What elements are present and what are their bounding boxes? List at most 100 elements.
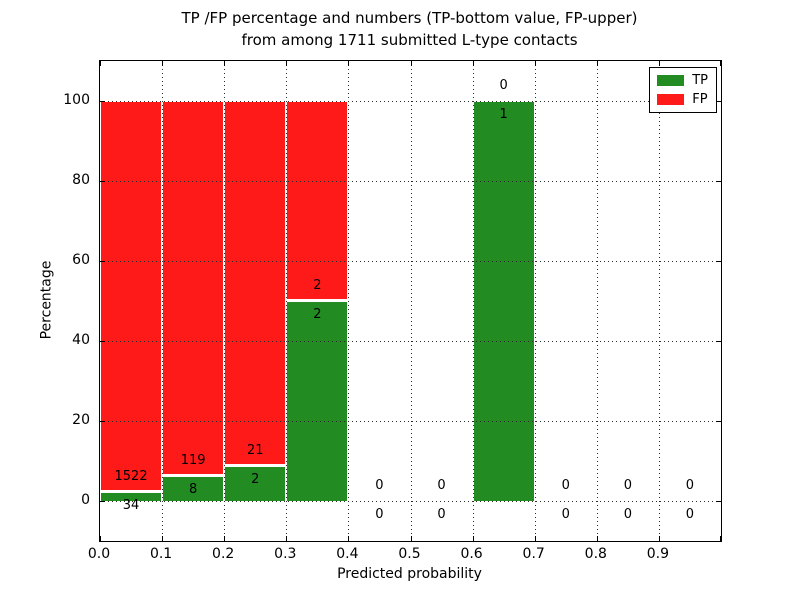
- grid-line-vertical: [348, 61, 350, 541]
- grid-line-horizontal: [100, 101, 721, 102]
- bar-segment-fp: [100, 101, 163, 493]
- x-tick-mark-top: [162, 61, 164, 66]
- bar-segment-tp: [286, 301, 349, 501]
- x-tick-label: 0.5: [398, 546, 421, 562]
- y-tick-mark-right: [716, 101, 721, 102]
- x-tick-mark: [162, 536, 164, 541]
- grid-line-vertical: [162, 61, 164, 541]
- legend-entry-tp: TP: [657, 74, 708, 87]
- x-tick-mark: [472, 536, 474, 541]
- y-tick-label: 100: [63, 92, 90, 108]
- legend-entry-fp: FP: [657, 93, 708, 106]
- bar-segment-fp: [286, 101, 349, 301]
- bar-label-fp: 0: [685, 478, 695, 493]
- y-tick-mark: [100, 501, 105, 502]
- x-tick-mark-top: [286, 61, 288, 66]
- grid-line-horizontal: [100, 181, 721, 182]
- x-tick-label: 0.7: [522, 546, 545, 562]
- legend: TP FP: [649, 67, 717, 113]
- y-tick-label: 80: [72, 172, 90, 188]
- x-tick-mark: [100, 536, 101, 541]
- x-tick-label: 0.9: [646, 546, 670, 562]
- x-tick-mark: [410, 536, 412, 541]
- grid-line-horizontal: [100, 261, 721, 262]
- x-tick-label: 0.1: [149, 546, 173, 562]
- chart-title: TP /FP percentage and numbers (TP-bottom…: [99, 7, 720, 51]
- bar-label-tp: 0: [375, 507, 384, 522]
- bar-segment-tp: [100, 492, 163, 501]
- legend-label-tp: TP: [692, 73, 708, 88]
- x-tick-mark: [596, 536, 598, 541]
- bar-segment-fp: [224, 101, 287, 467]
- y-tick-label: 0: [81, 492, 90, 508]
- y-tick-mark: [100, 181, 105, 182]
- bar-label-tp: 8: [189, 481, 198, 497]
- bar-label-fp: 0: [561, 478, 570, 493]
- bar-label-tp: 0: [685, 507, 695, 522]
- y-tick-mark-right: [716, 261, 721, 262]
- fp-swatch-icon: [657, 94, 685, 105]
- y-tick-mark: [100, 101, 105, 102]
- grid-line-horizontal: [100, 341, 721, 342]
- y-tick-label: 40: [72, 332, 90, 348]
- y-axis-label: Percentage: [38, 260, 55, 340]
- x-tick-label: 0.2: [212, 546, 235, 562]
- legend-label-fp: FP: [692, 92, 708, 107]
- bar-label-fp: 119: [180, 452, 206, 468]
- chart-title-line-1: TP /FP percentage and numbers (TP-bottom…: [181, 9, 638, 27]
- bar-label-fp: 1522: [114, 469, 148, 485]
- y-tick-label: 60: [72, 252, 90, 268]
- grid-line-vertical: [534, 61, 536, 541]
- grid-line-vertical: [286, 61, 288, 541]
- plot-area: TP FP 1522 34 119 8 21 2 2 2 0 0 0 0 0 1 0 0 0 0 0 0: [99, 60, 722, 542]
- bar-label-tp: 2: [313, 307, 322, 322]
- bar-label-tp: 34: [122, 498, 140, 514]
- x-tick-mark: [224, 536, 226, 541]
- bar-label-fp: 0: [437, 478, 446, 493]
- bar-label-tp: 0: [623, 507, 632, 522]
- x-tick-mark-top: [410, 61, 412, 66]
- x-tick-label: 0.6: [460, 546, 483, 562]
- y-tick-mark: [100, 341, 105, 342]
- y-tick-label: 20: [72, 412, 90, 428]
- grid-line-horizontal: [100, 501, 721, 502]
- y-tick-mark-right: [716, 341, 721, 342]
- tp-swatch-icon: [657, 75, 685, 86]
- grid-line-vertical: [658, 61, 660, 541]
- x-tick-label: 0.0: [87, 546, 111, 562]
- bar-label-tp: 0: [561, 507, 570, 522]
- x-tick-mark: [534, 536, 536, 541]
- x-tick-mark-top: [720, 61, 721, 66]
- bar-label-tp: 2: [251, 472, 260, 488]
- x-tick-mark-top: [224, 61, 226, 66]
- grid-line-vertical: [224, 61, 226, 541]
- y-tick-mark-right: [716, 421, 721, 422]
- x-tick-mark: [348, 536, 350, 541]
- y-tick-mark-right: [716, 501, 721, 502]
- x-tick-mark: [286, 536, 288, 541]
- bar-label-tp: 1: [499, 107, 508, 122]
- y-tick-mark: [100, 261, 105, 262]
- bar-segment-fp: [162, 101, 225, 476]
- chart-title-line-2: from among 1711 submitted L-type contact…: [241, 31, 578, 49]
- x-tick-label: 0.3: [274, 546, 297, 562]
- bar-segment-tp: [472, 101, 535, 501]
- x-tick-mark: [658, 536, 660, 541]
- bar-label-fp: 0: [499, 78, 508, 93]
- bar-label-fp: 0: [375, 478, 384, 493]
- x-tick-mark-top: [100, 61, 101, 66]
- x-tick-label: 0.8: [584, 546, 607, 562]
- x-tick-mark-top: [472, 61, 474, 66]
- x-tick-mark-top: [658, 61, 660, 66]
- grid-line-vertical: [472, 61, 474, 541]
- x-tick-mark-top: [596, 61, 598, 66]
- grid-line-horizontal: [100, 421, 721, 422]
- bar-segment-tp: [224, 466, 287, 501]
- x-tick-mark: [720, 536, 721, 541]
- bar-label-fp: 2: [313, 278, 322, 293]
- y-tick-mark: [100, 421, 105, 422]
- bar-label-fp: 0: [623, 478, 632, 493]
- x-axis-label: Predicted probability: [337, 566, 482, 582]
- bar-label-fp: 21: [246, 443, 264, 459]
